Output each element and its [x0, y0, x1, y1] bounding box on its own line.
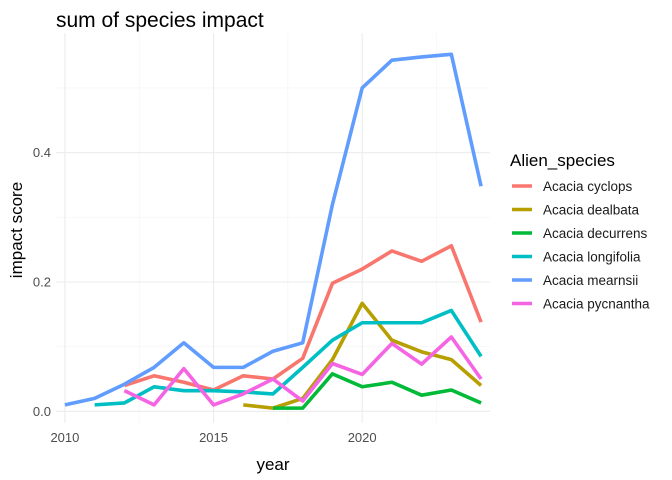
x-tick-label: 2010 — [50, 430, 79, 445]
series-line-acacia-cyclops — [123, 243, 483, 392]
legend-label-acacia-longifolia: Acacia longifolia — [543, 250, 641, 265]
y-tick-label: 0.0 — [33, 404, 51, 419]
axis-tick-labels: 2010 2015 2020 0.0 0.2 0.4 — [33, 145, 377, 445]
series-line-acacia-longifolia — [94, 308, 483, 407]
plot-grid — [56, 33, 490, 423]
series-line-acacia-decurrens — [273, 372, 482, 410]
legend-label-acacia-mearnsii: Acacia mearnsii — [543, 273, 638, 288]
y-axis-title: impact score — [7, 182, 26, 278]
legend-label-acacia-pycnantha: Acacia pycnantha — [543, 297, 650, 312]
series-line-acacia-pycnantha — [123, 335, 483, 407]
legend-title: Alien_species — [510, 151, 615, 170]
legend-label-acacia-cyclops: Acacia cyclops — [543, 179, 633, 194]
legend: Alien_species Acacia cyclops Acacia dealb… — [510, 151, 650, 312]
plot-lines — [64, 52, 483, 410]
legend-label-acacia-decurrens: Acacia decurrens — [543, 226, 648, 241]
y-tick-label: 0.4 — [33, 145, 51, 160]
legend-label-acacia-dealbata: Acacia dealbata — [543, 203, 640, 218]
chart-title: sum of species impact — [56, 9, 264, 32]
series-line-acacia-mearnsii — [64, 52, 483, 407]
series-line-acacia-dealbata — [243, 301, 483, 410]
x-axis-title: year — [256, 455, 289, 474]
y-tick-label: 0.2 — [33, 275, 51, 290]
x-tick-label: 2020 — [348, 430, 377, 445]
x-tick-label: 2015 — [199, 430, 228, 445]
